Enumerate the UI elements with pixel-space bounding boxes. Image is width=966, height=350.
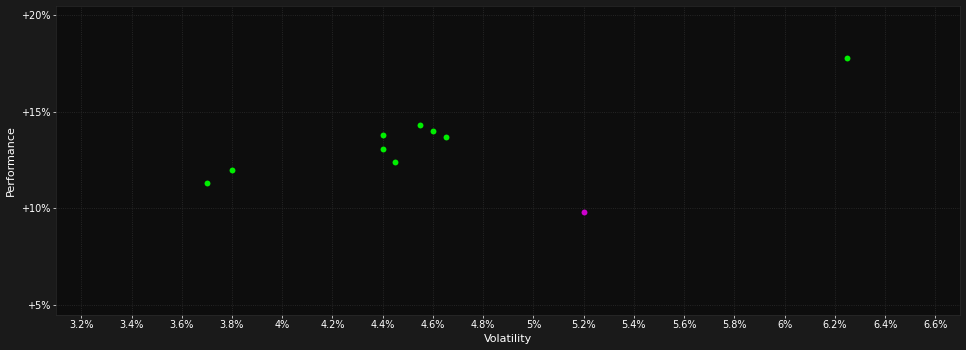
Point [438, 134, 453, 140]
Point [224, 167, 240, 173]
Point [425, 128, 440, 134]
Point [839, 55, 855, 61]
Point [375, 146, 390, 151]
Point [199, 181, 214, 186]
Point [375, 132, 390, 138]
Point [576, 210, 591, 215]
X-axis label: Volatility: Volatility [484, 335, 532, 344]
Y-axis label: Performance: Performance [6, 125, 15, 196]
Point [412, 122, 428, 128]
Point [387, 159, 403, 165]
